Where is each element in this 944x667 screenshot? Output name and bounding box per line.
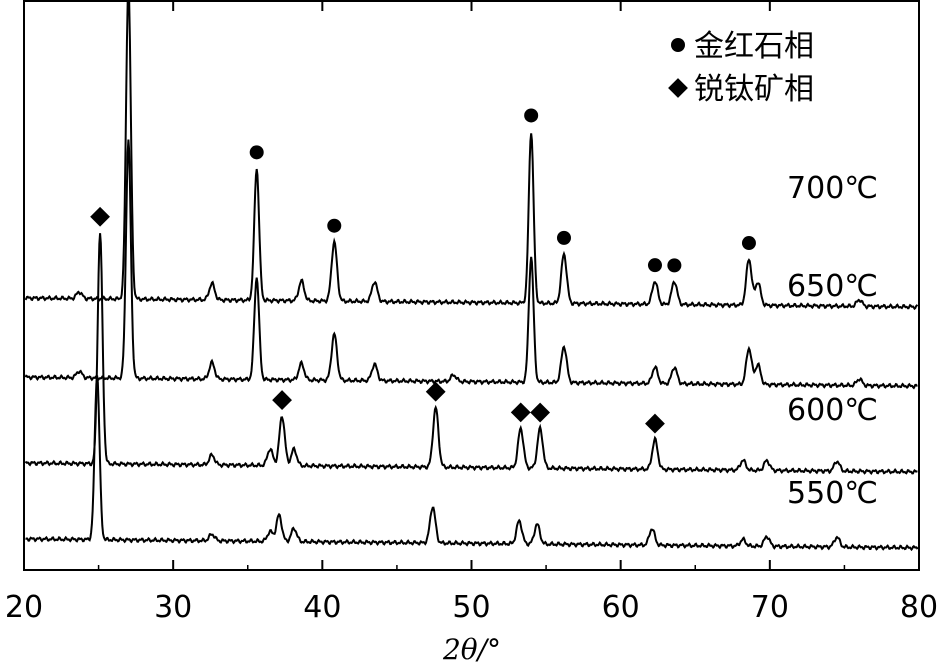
x-tick-label: 70	[751, 590, 789, 625]
series-label: 600℃	[787, 393, 878, 428]
series-line-3	[25, 375, 919, 552]
x-tick-label: 20	[5, 590, 43, 625]
series-group	[24, 0, 919, 552]
series-label: 650℃	[787, 269, 878, 304]
rutile-marker	[667, 258, 682, 273]
anatase-marker	[90, 206, 110, 227]
rutile-marker	[524, 108, 539, 123]
legend: 金红石相 锐钛矿相	[668, 29, 814, 107]
series-line-1	[24, 139, 918, 390]
anatase-marker	[530, 402, 551, 423]
x-tick-label: 30	[154, 590, 192, 625]
anatase-marker	[645, 413, 665, 434]
rutile-marker	[327, 218, 342, 233]
anatase-marker	[272, 390, 292, 410]
rutile-marker	[647, 258, 662, 273]
legend-circle-icon	[671, 38, 685, 52]
series-line-2	[24, 233, 918, 476]
series-line-0	[24, 0, 919, 311]
x-ticks: 20 30 40 50 60 70 80	[5, 1, 938, 625]
x-tick-label: 50	[452, 590, 490, 625]
anatase-marker	[425, 381, 446, 402]
anatase-marker	[510, 402, 531, 423]
legend-diamond-icon	[668, 78, 688, 98]
rutile-marker	[556, 230, 571, 245]
series-label: 550℃	[787, 476, 878, 511]
legend-label-anatase: 锐钛矿相	[694, 72, 814, 107]
marker-group	[90, 108, 756, 434]
rutile-marker	[741, 236, 756, 251]
legend-label-rutile: 金红石相	[694, 29, 814, 64]
series-label: 700℃	[787, 171, 878, 206]
x-tick-label: 60	[602, 590, 640, 625]
x-tick-label: 80	[900, 590, 938, 625]
x-axis-label: 2θ/°	[442, 633, 501, 666]
series-labels: 700℃ 650℃ 600℃ 550℃	[787, 171, 878, 511]
x-tick-label: 40	[303, 590, 341, 625]
rutile-marker	[249, 145, 264, 160]
